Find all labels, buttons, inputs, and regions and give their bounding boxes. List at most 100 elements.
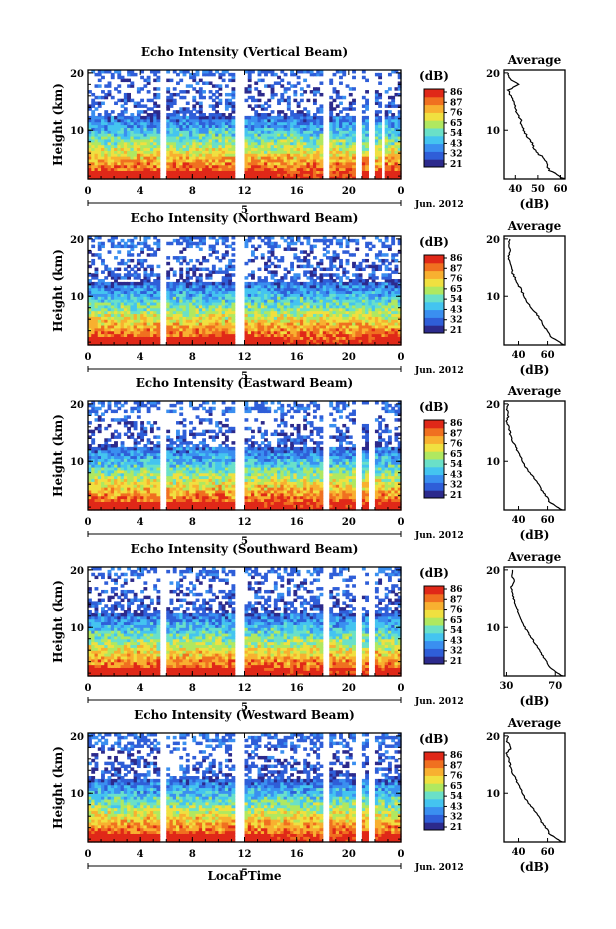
heatmap-cell: [182, 156, 187, 160]
heatmap-cell: [260, 170, 265, 174]
heatmap-cell: [101, 118, 105, 123]
heatmap-cell: [185, 164, 190, 169]
heatmap-cell: [280, 124, 285, 128]
heatmap-cell: [244, 150, 249, 154]
heatmap-cell: [182, 144, 187, 149]
heatmap-cell: [329, 150, 334, 154]
heatmap-cell: [202, 138, 206, 143]
heatmap-cell: [117, 118, 122, 123]
heatmap-cell: [231, 264, 236, 269]
heatmap-cell: [182, 118, 187, 123]
heatmap-cell: [257, 118, 262, 123]
heatmap-cell: [309, 70, 314, 74]
heatmap-cell: [283, 72, 288, 77]
heatmap-cell: [290, 161, 295, 166]
heatmap-cell: [127, 161, 131, 166]
heatmap-cell: [257, 147, 262, 151]
heatmap-cell: [270, 130, 275, 134]
heatmap-cell: [156, 78, 161, 83]
heatmap-cell: [140, 141, 145, 146]
heatmap-cell: [267, 161, 272, 166]
heatmap-cell: [153, 78, 158, 83]
heatmap-cell: [329, 173, 334, 177]
heatmap-cell: [224, 118, 229, 123]
heatmap-cell: [156, 167, 161, 171]
heatmap-cell: [280, 164, 285, 169]
heatmap-cell: [133, 135, 138, 140]
heatmap-cell: [221, 124, 226, 128]
heatmap-cell: [110, 173, 115, 177]
heatmap-cell: [182, 135, 187, 140]
heatmap-cell: [329, 81, 334, 85]
heatmap-cell: [290, 115, 295, 120]
heatmap-cell: [303, 115, 308, 120]
heatmap-cell: [104, 156, 109, 160]
heatmap-cell: [299, 70, 304, 74]
heatmap-cell: [329, 135, 334, 140]
heatmap-cell: [264, 150, 268, 154]
heatmap-cell: [293, 147, 298, 151]
heatmap-cell: [312, 101, 317, 106]
heatmap-cell: [185, 130, 190, 134]
heatmap-cell: [107, 158, 112, 163]
heatmap-cell: [146, 161, 151, 166]
heatmap-cell: [293, 247, 298, 251]
heatmap-cell: [133, 138, 138, 143]
heatmap-cell: [342, 95, 347, 100]
heatmap-cell: [146, 147, 151, 151]
heatmap-cell: [316, 107, 321, 111]
heatmap-cell: [215, 95, 220, 100]
heatmap-cell: [254, 127, 259, 131]
heatmap-cell: [247, 104, 252, 108]
heatmap-cell: [156, 147, 161, 151]
heatmap-cell: [149, 173, 154, 177]
heatmap-cell: [211, 124, 216, 128]
heatmap-cell: [286, 158, 291, 163]
heatmap-cell: [306, 127, 311, 131]
heatmap-cell: [283, 113, 288, 117]
heatmap-cell: [156, 118, 161, 123]
heatmap-cell: [146, 138, 151, 143]
heatmap-cell: [179, 170, 184, 174]
heatmap-cell: [244, 141, 249, 146]
heatmap-cell: [117, 75, 122, 80]
heatmap-cell: [332, 138, 337, 143]
heatmap-cell: [133, 115, 138, 120]
heatmap-cell: [254, 158, 259, 163]
heatmap-cell: [136, 101, 141, 106]
heatmap-cell: [91, 70, 96, 74]
heatmap-cell: [290, 141, 295, 146]
heatmap-cell: [224, 98, 229, 103]
heatmap-cell: [104, 70, 109, 74]
heatmap-cell: [114, 118, 118, 123]
heatmap-cell: [140, 75, 145, 80]
heatmap-cell: [277, 173, 281, 177]
heatmap-cell: [136, 141, 141, 146]
heatmap-cell: [149, 176, 154, 180]
heatmap-cell: [283, 130, 288, 134]
heatmap-cell: [247, 153, 252, 157]
heatmap-cell: [277, 133, 281, 137]
heatmap-cell: [169, 101, 174, 106]
heatmap-cell: [97, 161, 102, 166]
heatmap-cell: [290, 170, 295, 174]
heatmap-cell: [277, 115, 281, 120]
heatmap-cell: [277, 156, 281, 160]
heatmap-cell: [270, 92, 275, 97]
heatmap-cell: [136, 150, 141, 154]
heatmap-cell: [260, 92, 265, 97]
heatmap-cell: [189, 118, 193, 123]
heatmap-cell: [130, 81, 135, 85]
heatmap-cell: [290, 133, 295, 137]
heatmap-cell: [149, 150, 154, 154]
heatmap-cell: [166, 153, 171, 157]
heatmap-cell: [192, 150, 197, 154]
heatmap-cell: [192, 156, 197, 160]
heatmap-cell: [309, 147, 314, 151]
heatmap-cell: [244, 124, 249, 128]
heatmap-cell: [143, 104, 148, 108]
heatmap-cell: [264, 124, 268, 128]
heatmap-cell: [169, 138, 174, 143]
heatmap-cell: [244, 161, 249, 166]
heatmap-cell: [91, 173, 96, 177]
